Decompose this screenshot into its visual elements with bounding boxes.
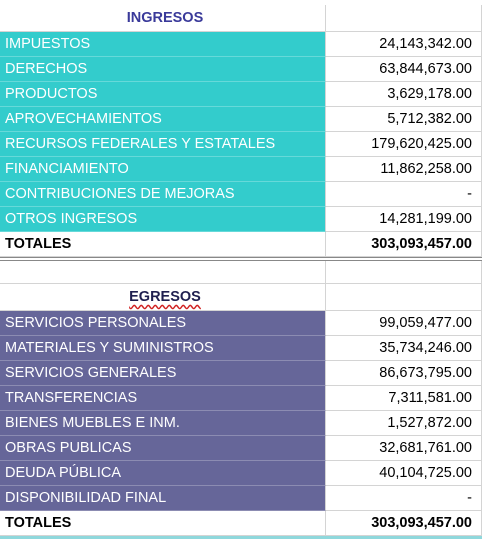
row-value: 11,862,258.00 — [326, 157, 482, 182]
row-label: RECURSOS FEDERALES Y ESTATALES — [0, 132, 326, 157]
row-value: 3,629,178.00 — [326, 82, 482, 107]
empty-cell — [326, 5, 482, 32]
row-value: 5,712,382.00 — [326, 107, 482, 132]
row-label: PRODUCTOS — [0, 82, 326, 107]
row-label: MATERIALES Y SUMINISTROS — [0, 336, 326, 361]
row-label: SERVICIOS GENERALES — [0, 361, 326, 386]
section-title: INGRESOS — [0, 5, 326, 32]
row-label: TRANSFERENCIAS — [0, 386, 326, 411]
row-value: 1,527,872.00 — [326, 411, 482, 436]
row-label: CONTRIBUCIONES DE MEJORAS — [0, 182, 326, 207]
bottom-border — [0, 536, 482, 539]
row-label: BIENES MUEBLES E INM. — [0, 411, 326, 436]
row-value: 63,844,673.00 — [326, 57, 482, 82]
row-label: DERECHOS — [0, 57, 326, 82]
row-value: 40,104,725.00 — [326, 461, 482, 486]
row-value: 99,059,477.00 — [326, 311, 482, 336]
total-value: 303,093,457.00 — [326, 232, 482, 257]
empty-cell — [326, 261, 482, 284]
row-value: - — [326, 486, 482, 511]
row-label: SERVICIOS PERSONALES — [0, 311, 326, 336]
total-value: 303,093,457.00 — [326, 511, 482, 536]
row-value: 7,311,581.00 — [326, 386, 482, 411]
row-label: IMPUESTOS — [0, 32, 326, 57]
row-value: 179,620,425.00 — [326, 132, 482, 157]
row-label: DEUDA PÚBLICA — [0, 461, 326, 486]
row-value: - — [326, 182, 482, 207]
row-label: FINANCIAMIENTO — [0, 157, 326, 182]
row-label: APROVECHAMIENTOS — [0, 107, 326, 132]
row-label: DISPONIBILIDAD FINAL — [0, 486, 326, 511]
section-title: EGRESOS — [0, 284, 326, 311]
row-value: 32,681,761.00 — [326, 436, 482, 461]
row-label: OTROS INGRESOS — [0, 207, 326, 232]
row-value: 86,673,795.00 — [326, 361, 482, 386]
row-value: 14,281,199.00 — [326, 207, 482, 232]
row-value: 24,143,342.00 — [326, 32, 482, 57]
row-label: OBRAS PUBLICAS — [0, 436, 326, 461]
empty-cell — [0, 261, 326, 284]
double-border — [0, 257, 482, 261]
row-value: 35,734,246.00 — [326, 336, 482, 361]
total-label: TOTALES — [0, 232, 326, 257]
total-label: TOTALES — [0, 511, 326, 536]
empty-cell — [326, 284, 482, 311]
